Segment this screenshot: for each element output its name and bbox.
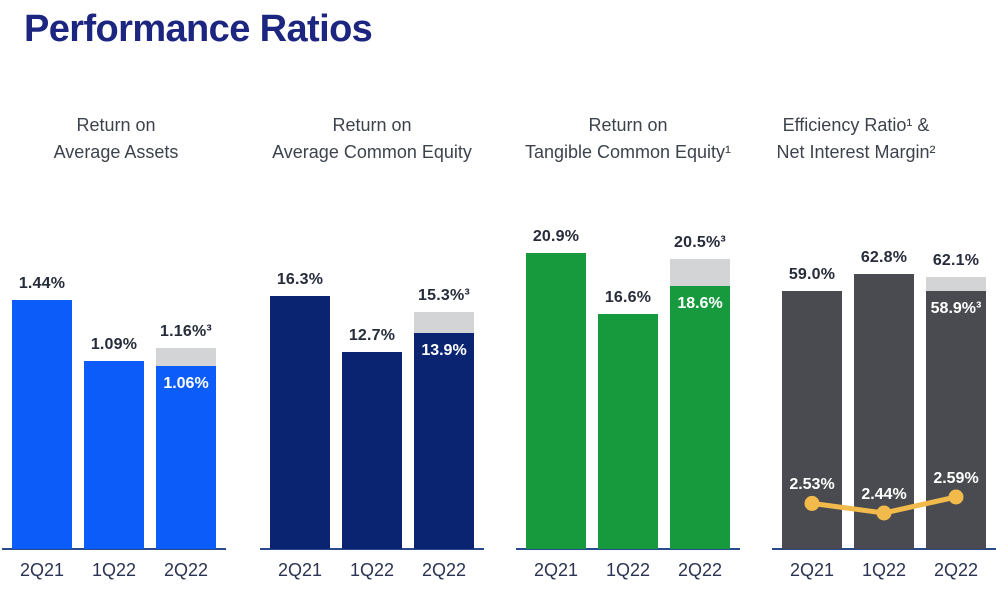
nim-point-label: 2.44%: [861, 486, 907, 503]
axis-tick-label: 2Q21: [533, 560, 579, 580]
axis-baseline: [2, 548, 226, 550]
bar-value-label: 62.1%: [932, 252, 980, 269]
bar-value-label: 59.0%: [788, 266, 836, 283]
bar: [270, 296, 330, 549]
axis-baseline: [772, 548, 996, 550]
chart-title-line: Average Assets: [53, 142, 179, 162]
bar-value-label: 16.6%: [604, 289, 652, 306]
chart-title-line: Efficiency Ratio¹ &: [782, 115, 930, 135]
axis-tick-label: 2Q22: [421, 560, 467, 580]
axis-tick-label: 2Q21: [789, 560, 835, 580]
chart-title-line: Return on: [332, 115, 412, 135]
chart-title-line: Return on: [588, 115, 668, 135]
bar-value-label: 62.8%: [860, 249, 908, 266]
axis-baseline: [260, 548, 484, 550]
bar: [926, 291, 986, 549]
chart-title-line: Return on: [76, 115, 156, 135]
axis-tick-label: 1Q22: [349, 560, 395, 580]
axis-tick-label: 1Q22: [605, 560, 651, 580]
bar: [782, 291, 842, 549]
chart-title-return-on-average-common-equity: Return on Average Common Equity: [256, 112, 488, 166]
bar-value-label: 1.09%: [90, 336, 138, 353]
bar-value-label: 1.44%: [18, 275, 66, 292]
bar: [156, 366, 216, 549]
bar: [12, 300, 72, 549]
bar-inner-label: 1.06%: [163, 375, 209, 392]
bar: [670, 286, 730, 549]
bar-value-label: 15.3%³: [418, 287, 470, 304]
axis-tick-label: 1Q22: [91, 560, 137, 580]
nim-point-label: 2.53%: [789, 476, 835, 494]
chart-title-line: Tangible Common Equity¹: [524, 142, 732, 162]
chart-title-line: Net Interest Margin²: [776, 142, 936, 162]
bar-inner-label: 18.6%: [677, 295, 723, 312]
bar: [526, 253, 586, 549]
chart-title-return-on-tangible-common-equity: Return on Tangible Common Equity¹: [512, 112, 744, 166]
bar-inner-label: 13.9%: [421, 342, 467, 359]
page-title: Performance Ratios: [24, 8, 373, 50]
bar-value-label: 12.7%: [348, 327, 396, 344]
bar: [414, 333, 474, 549]
axis-tick-label: 2Q22: [677, 560, 723, 580]
axis-tick-label: 2Q21: [19, 560, 65, 580]
axis-tick-label: 1Q22: [861, 560, 907, 580]
bar-value-label: 1.16%³: [160, 323, 212, 340]
nim-point-label: 2.59%: [933, 470, 979, 487]
chart-title-return-on-average-assets: Return on Average Assets: [0, 112, 232, 166]
axis-tick-label: 2Q21: [277, 560, 323, 580]
bar: [342, 352, 402, 549]
chart-title-efficiency-ratio-nim: Efficiency Ratio¹ & Net Interest Margin²: [740, 112, 972, 166]
bar-value-label: 20.5%³: [674, 234, 726, 251]
axis-tick-label: 2Q22: [933, 560, 979, 580]
bar: [84, 361, 144, 549]
bar-inner-label: 58.9%³: [930, 300, 982, 317]
bar: [598, 314, 658, 549]
bar-value-label: 16.3%: [276, 271, 324, 288]
axis-baseline: [516, 548, 740, 550]
bar-value-label: 20.9%: [532, 228, 580, 245]
axis-tick-label: 2Q22: [163, 560, 209, 580]
chart-title-line: Average Common Equity: [272, 142, 472, 162]
